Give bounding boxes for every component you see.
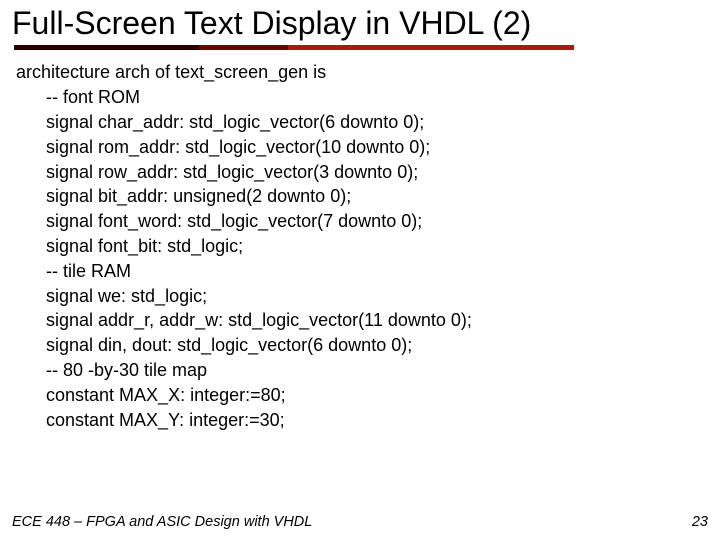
code-line: signal font_word: std_logic_vector(7 dow… [16,209,710,234]
code-line: -- tile RAM [16,259,710,284]
code-line: -- 80 -by-30 tile map [16,358,710,383]
code-line: signal font_bit: std_logic; [16,234,710,259]
footer-page-number: 23 [692,514,708,530]
slide-title: Full-Screen Text Display in VHDL (2) [12,6,710,41]
slide: Full-Screen Text Display in VHDL (2) arc… [0,0,720,540]
code-line: architecture arch of text_screen_gen is [16,60,710,85]
footer-left: ECE 448 – FPGA and ASIC Design with VHDL [12,514,312,530]
code-line: constant MAX_Y: integer:=30; [16,408,710,433]
divider-rule [14,45,574,50]
code-line: signal din, dout: std_logic_vector(6 dow… [16,333,710,358]
code-line: signal row_addr: std_logic_vector(3 down… [16,160,710,185]
code-line: -- font ROM [16,85,710,110]
rule-segment-mid [199,45,289,50]
code-line: signal bit_addr: unsigned(2 downto 0); [16,184,710,209]
code-line: constant MAX_X: integer:=80; [16,383,710,408]
code-line: signal rom_addr: std_logic_vector(10 dow… [16,135,710,160]
code-line: signal char_addr: std_logic_vector(6 dow… [16,110,710,135]
rule-segment-dark [14,45,199,50]
code-line: signal addr_r, addr_w: std_logic_vector(… [16,308,710,333]
code-line: signal we: std_logic; [16,284,710,309]
rule-segment-red [288,45,574,50]
footer: ECE 448 – FPGA and ASIC Design with VHDL… [12,514,708,530]
code-block: architecture arch of text_screen_gen is … [16,60,710,432]
